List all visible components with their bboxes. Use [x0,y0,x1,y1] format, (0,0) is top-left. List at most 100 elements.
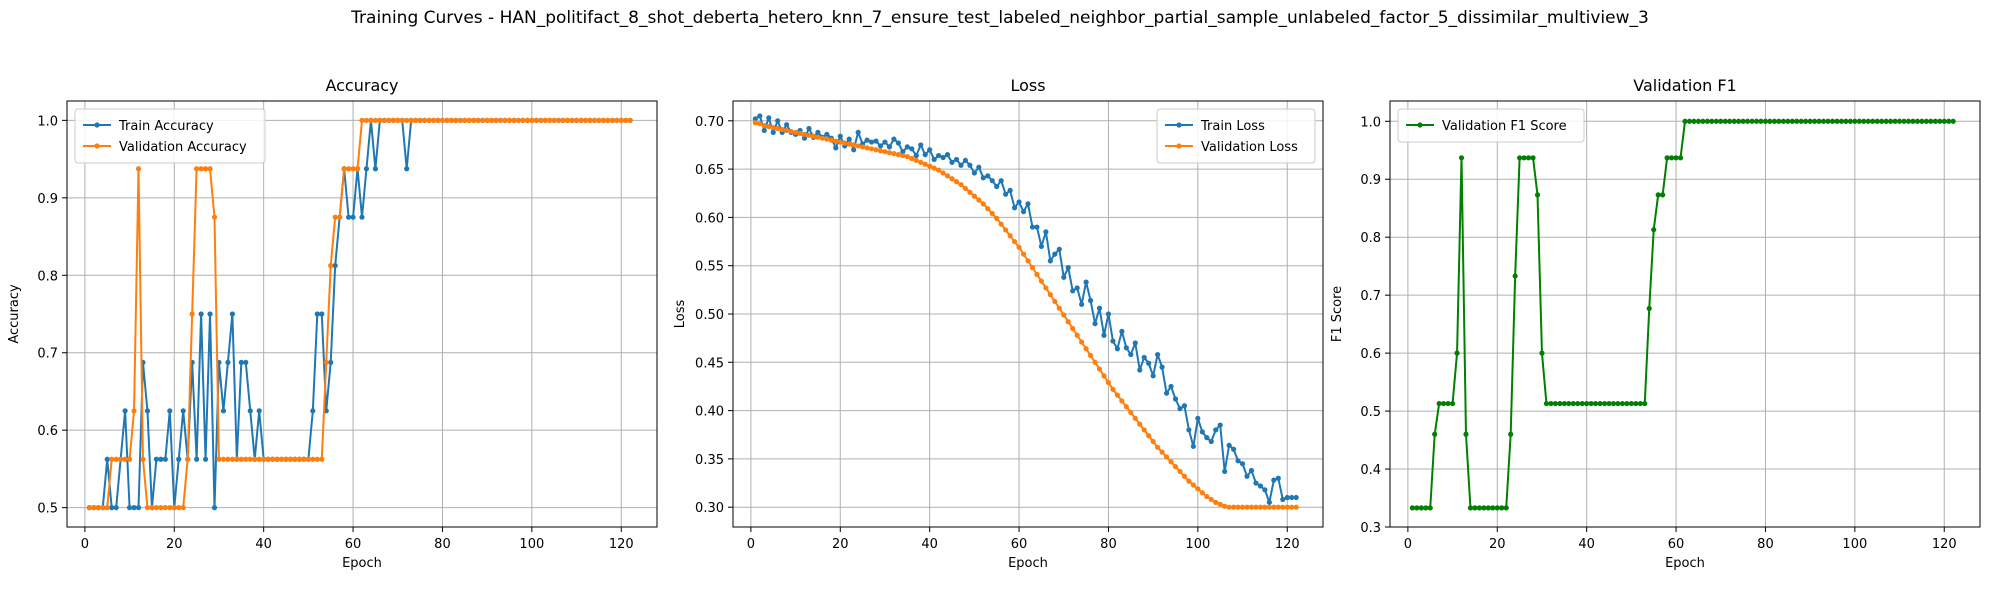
data-point [1852,118,1858,124]
data-point [1467,505,1474,511]
data-point [810,133,817,139]
data-point [1074,332,1080,338]
y-tick-label: 0.70 [695,115,724,130]
data-point [1168,383,1174,390]
data-point [1776,118,1782,124]
data-point [833,138,839,144]
data-point [1655,192,1661,198]
data-point [1293,504,1299,510]
data-point [815,134,821,140]
data-point [341,166,347,172]
loss-ylabel: Loss [673,300,688,329]
data-point [1803,118,1809,124]
data-point [1047,292,1053,298]
data-point [113,456,119,462]
y-tick-label: 0.7 [37,347,58,362]
data-point [404,166,410,172]
data-point [426,117,432,123]
data-point [207,311,213,317]
data-point [377,117,383,123]
data-point [1575,400,1581,407]
x-tick-label: 40 [921,537,938,552]
data-point [1239,504,1246,510]
data-point [1110,338,1116,344]
data-point [868,139,875,145]
data-point [1677,155,1684,161]
legend-marker [94,122,100,128]
data-point [1190,443,1196,449]
data-point [301,456,307,462]
data-point [292,456,298,462]
legend-marker [1176,143,1182,149]
data-point [1807,118,1813,124]
data-point [1253,504,1259,510]
data-point [86,505,92,511]
data-point [1034,271,1040,277]
data-point [310,408,316,414]
data-point [1038,278,1045,284]
data-point [180,505,186,511]
data-point [766,115,772,121]
data-point [207,166,213,172]
data-point [1016,199,1022,205]
data-point [91,505,97,511]
data-point [176,456,182,462]
data-point [435,117,441,123]
data-point [998,221,1004,227]
data-point [261,456,267,462]
data-point [551,117,557,123]
data-point [1177,406,1183,412]
data-point [1664,155,1670,161]
data-point [1691,118,1697,124]
data-point [1548,400,1554,407]
data-point [194,456,200,462]
data-point [520,117,526,123]
accuracy-legend: Train Accuracy Validation Accuracy [74,108,266,164]
data-point [1525,155,1532,161]
data-point [1597,400,1603,407]
data-point [927,147,933,153]
data-point [1472,505,1478,511]
x-tick-label: 0 [81,537,89,552]
data-point [1226,504,1232,510]
data-point [475,117,481,123]
data-point [1061,274,1067,280]
data-point [801,135,808,141]
data-point [1749,118,1755,124]
data-point [1011,238,1018,245]
data-point [895,152,901,158]
data-point [131,408,137,414]
data-point [1020,209,1027,215]
data-point [1445,400,1451,407]
figure-title: Training Curves - HAN_politifact_8_shot_… [351,8,1649,28]
data-point [864,137,870,143]
data-point [1074,285,1080,291]
data-point [1767,118,1773,124]
data-point [1905,118,1912,124]
data-point [1713,118,1719,124]
data-point [1155,351,1161,358]
data-point [144,408,151,414]
data-point [1441,400,1447,407]
x-tick-label: 120 [609,537,634,552]
data-point [453,117,459,123]
data-point [149,505,155,511]
data-point [1731,118,1737,124]
data-point [1114,392,1120,398]
data-point [1105,311,1112,317]
data-point [1222,468,1228,475]
data-point [211,505,218,511]
legend-box [74,108,266,164]
data-point [1785,118,1791,124]
x-tick-label: 100 [1185,537,1210,552]
data-point [421,117,428,123]
data-point [1615,400,1621,407]
data-point [828,137,834,143]
data-point [332,262,338,269]
accuracy-axes-frame [66,100,658,528]
data-point [1047,258,1053,264]
data-point [95,505,101,511]
data-point [886,144,893,150]
data-point [864,145,870,151]
